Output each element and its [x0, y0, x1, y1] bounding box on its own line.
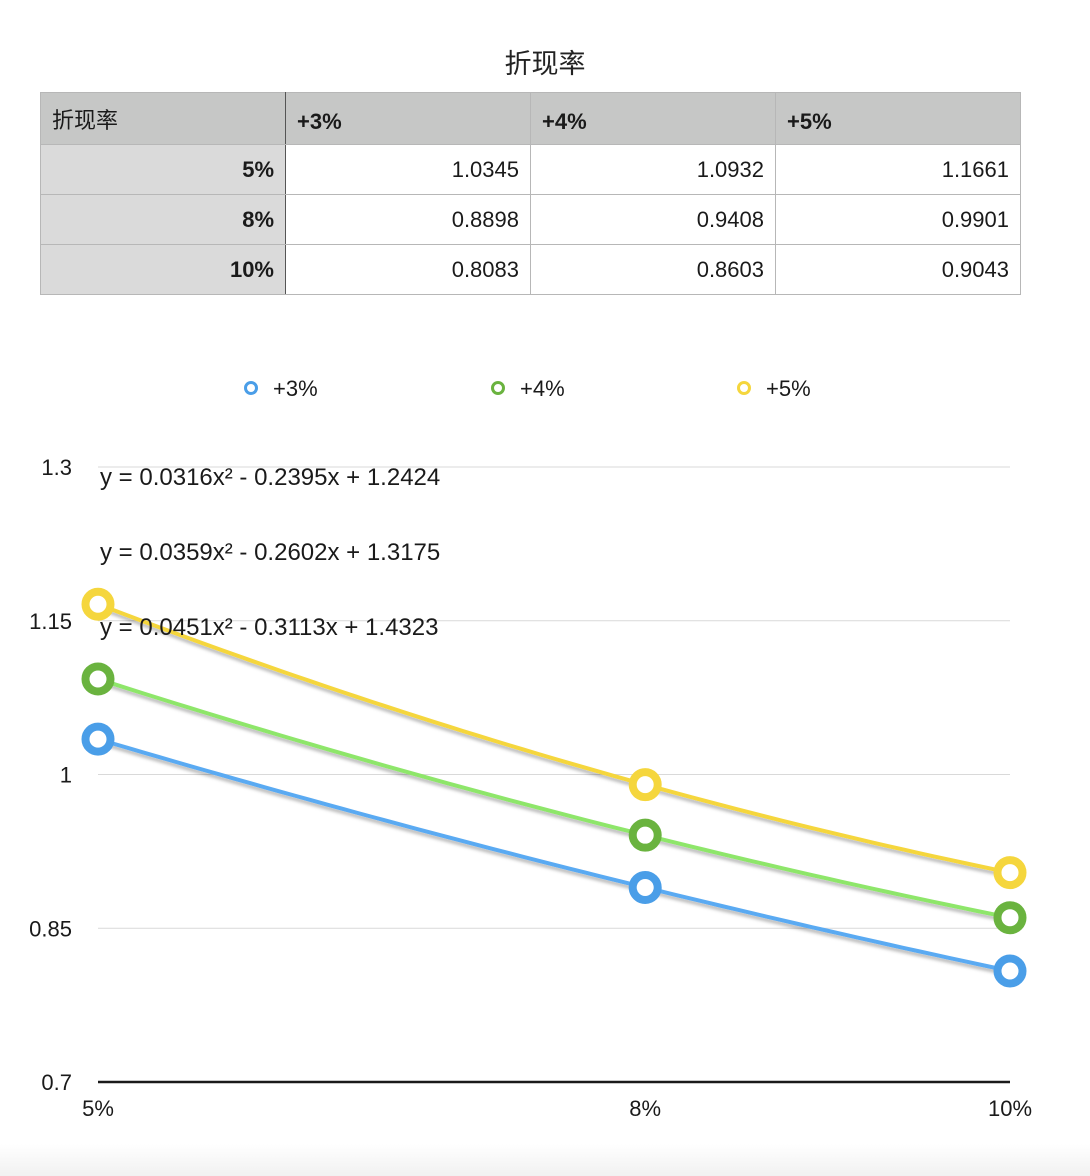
- trendline: [96, 676, 1012, 920]
- row-header: 10%: [40, 244, 286, 295]
- y-tick-label: 0.7: [41, 1070, 72, 1095]
- y-tick-label: 1.3: [41, 455, 72, 480]
- bottom-band: [0, 1144, 1090, 1176]
- trendline: [96, 737, 1012, 973]
- column-header: +3%: [285, 92, 531, 145]
- data-point: [81, 662, 115, 696]
- trendline-equations: y = 0.0316x² - 0.2395x + 1.2424 y = 0.035…: [100, 464, 440, 641]
- data-point: [993, 954, 1027, 988]
- legend-marker-icon: [491, 381, 505, 395]
- chart-grid: [98, 466, 1010, 929]
- row-header: 5%: [40, 144, 286, 195]
- table-cell: 1.0345: [285, 144, 531, 195]
- data-point: [993, 856, 1027, 890]
- data-points: [81, 587, 1027, 988]
- table-cell: 0.9901: [775, 194, 1021, 245]
- table-corner-header: 折现率: [40, 92, 286, 145]
- trendline-equation: y = 0.0359x² - 0.2602x + 1.3175: [100, 539, 440, 566]
- legend-label: +5%: [766, 376, 811, 401]
- data-point: [628, 768, 662, 802]
- data-point: [628, 870, 662, 904]
- column-header: +5%: [775, 92, 1021, 145]
- table-cell: 1.1661: [775, 144, 1021, 195]
- table-cell: 0.8898: [285, 194, 531, 245]
- table-cell: 0.8603: [530, 244, 776, 295]
- legend-label: +3%: [273, 376, 318, 401]
- data-table: 折现率 +3% +4% +5% 5% 1.0345 1.0932 1.1661 …: [40, 92, 1021, 295]
- y-tick-label: 0.85: [29, 916, 72, 941]
- data-point: [81, 722, 115, 756]
- y-tick-label: 1: [60, 763, 72, 788]
- table-cell: 0.9408: [530, 194, 776, 245]
- x-axis: 5% 8% 10%: [82, 1080, 1032, 1121]
- legend-marker-icon: [737, 381, 751, 395]
- column-header: +4%: [530, 92, 776, 145]
- trendline-equation: y = 0.0451x² - 0.3113x + 1.4323: [100, 614, 438, 641]
- table-header-row: 折现率 +3% +4% +5%: [40, 92, 1021, 145]
- table-cell: 1.0932: [530, 144, 776, 195]
- y-axis: 1.3 1.15 1 0.85 0.7: [29, 455, 72, 1095]
- data-point: [81, 587, 115, 621]
- y-tick-label: 1.15: [29, 609, 72, 634]
- table-row: 10% 0.8083 0.8603 0.9043: [40, 244, 1021, 295]
- trendlines: [96, 602, 1012, 973]
- table-row: 8% 0.8898 0.9408 0.9901: [40, 194, 1021, 245]
- table-cell: 0.8083: [285, 244, 531, 295]
- table-row: 5% 1.0345 1.0932 1.1661: [40, 144, 1021, 195]
- data-point: [628, 818, 662, 852]
- legend-marker-icon: [244, 381, 258, 395]
- x-tick-label: 10%: [988, 1096, 1032, 1121]
- chart-legend: +3% +4% +5%: [244, 376, 811, 401]
- x-tick-label: 8%: [629, 1096, 661, 1121]
- page-title: 折现率: [504, 49, 586, 79]
- row-header: 8%: [40, 194, 286, 245]
- table-cell: 0.9043: [775, 244, 1021, 295]
- data-point: [993, 901, 1027, 935]
- x-tick-label: 5%: [82, 1096, 114, 1121]
- legend-label: +4%: [520, 376, 565, 401]
- scatter-chart: +3% +4% +5% 1.3 1.15 1 0.85 0.7 5% 8% 10% y = 0.…: [29, 376, 1032, 1121]
- trendline: [96, 602, 1012, 875]
- trendline-equation: y = 0.0316x² - 0.2395x + 1.2424: [100, 464, 440, 491]
